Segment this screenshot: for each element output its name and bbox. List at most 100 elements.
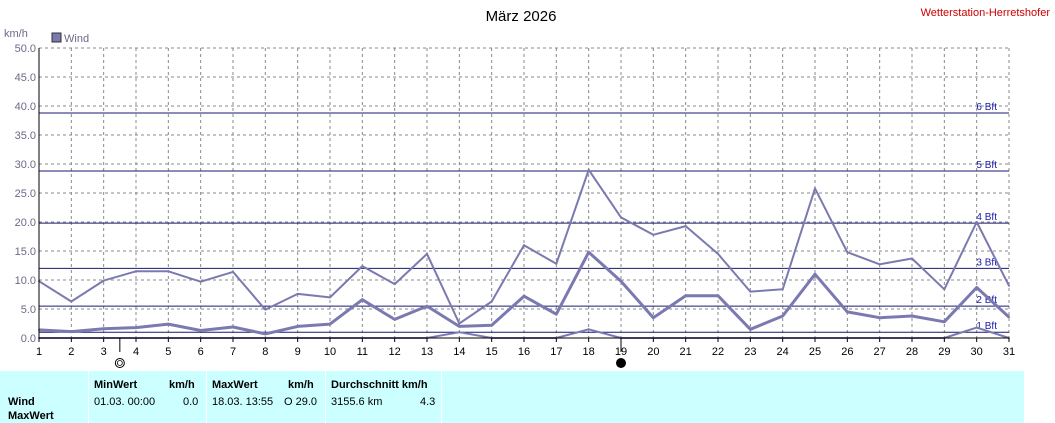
data-point (199, 280, 202, 283)
stats-divider (206, 371, 207, 423)
data-point (329, 296, 331, 299)
x-tick-label: 12 (389, 346, 401, 358)
x-tick-label: 27 (874, 346, 886, 358)
x-tick-label: 5 (165, 346, 171, 358)
data-point (296, 292, 299, 295)
data-point (232, 270, 234, 273)
chart-grid (39, 47, 1010, 338)
max-datetime: 18.03. 13:55 (212, 396, 274, 408)
y-tick-label: 5.0 (21, 304, 36, 316)
stats-row-wind: Wind (8, 396, 35, 408)
data-point (911, 314, 913, 317)
data-point (329, 323, 331, 326)
data-point (523, 244, 525, 247)
data-point (264, 308, 267, 311)
x-tick-label: 2 (68, 346, 74, 358)
data-point (717, 294, 719, 297)
new-moon-icon (616, 358, 626, 368)
data-point (167, 270, 170, 273)
wind-chart: 1 Bft 2 Bft 3 Bft 4 Bft 5 Bft 6 Bft 0.0 5.0 10.… (4, 7, 1051, 368)
x-tick-label: 7 (230, 346, 236, 358)
x-tick-label: 20 (647, 346, 659, 358)
data-point (652, 233, 655, 236)
stats-row-maxwert: MaxWert (8, 410, 54, 422)
x-tick-label: 30 (971, 346, 983, 358)
full-moon-inner-icon (116, 360, 123, 366)
y-tick-label: 45.0 (15, 72, 36, 84)
x-tick-label: 23 (744, 346, 756, 358)
data-point (555, 262, 558, 265)
y-tick-label: 25.0 (15, 188, 36, 200)
stats-divider (441, 371, 442, 423)
data-point (393, 283, 396, 286)
data-point (620, 280, 622, 283)
beaufort-label: 3 Bft (976, 257, 997, 268)
legend-label: Wind (64, 33, 89, 45)
data-point (652, 316, 655, 319)
x-tick-label: 4 (133, 346, 139, 358)
data-point (426, 252, 428, 255)
data-point (70, 330, 73, 333)
x-tick-label: 31 (1003, 346, 1015, 358)
x-tick-label: 25 (809, 346, 821, 358)
beaufort-label: 2 Bft (976, 295, 997, 306)
chart-axes: 0.0 5.0 10.0 15.0 20.0 25.0 30.0 35.0 40.0 45.0 50… (15, 43, 1015, 368)
x-tick-label: 16 (518, 346, 530, 358)
data-point (458, 322, 461, 325)
stats-panel: Wind MaxWert MinWert km/h 01.03. 00:00 0… (0, 371, 1024, 423)
data-point (846, 310, 849, 313)
data-point (264, 332, 267, 335)
beaufort-lines: 1 Bft 2 Bft 3 Bft 4 Bft 5 Bft 6 Bft (39, 102, 1009, 333)
max-unit: km/h (288, 379, 314, 391)
data-point (620, 216, 622, 219)
data-point (975, 326, 978, 329)
x-tick-label: 1 (36, 346, 42, 358)
x-tick-label: 13 (421, 346, 433, 358)
data-point (975, 221, 978, 223)
x-tick-label: 9 (295, 346, 301, 358)
x-tick-label: 11 (357, 346, 368, 358)
avg-distance: 3155.6 km (331, 396, 383, 408)
y-tick-label: 35.0 (15, 130, 36, 142)
data-point (135, 326, 137, 329)
data-point (684, 225, 687, 228)
max-header: MaxWert (212, 379, 258, 391)
data-point (523, 295, 525, 298)
x-tick-label: 24 (777, 346, 789, 358)
x-tick-label: 8 (262, 346, 268, 358)
min-datetime: 01.03. 00:00 (94, 396, 156, 408)
y-tick-label: 0.0 (21, 333, 36, 345)
x-tick-label: 22 (712, 346, 724, 358)
beaufort-label: 5 Bft (976, 160, 997, 171)
data-point (975, 286, 978, 289)
data-point (232, 325, 234, 328)
data-point (1008, 284, 1010, 287)
data-point (781, 288, 784, 291)
data-point (426, 305, 428, 308)
full-moon-icon (114, 358, 125, 368)
min-value: 0.0 (183, 396, 199, 408)
data-point (458, 325, 461, 328)
data-point (943, 288, 946, 291)
beaufort-label: 1 Bft (976, 321, 997, 332)
data-point (781, 314, 784, 317)
stats-divider (325, 371, 326, 423)
y-tick-label: 30.0 (15, 159, 36, 171)
data-point (490, 300, 493, 303)
data-point (167, 323, 170, 326)
x-tick-label: 15 (486, 346, 498, 358)
data-point (814, 273, 816, 276)
data-point (102, 327, 105, 330)
data-point (878, 316, 881, 319)
y-tick-label: 20.0 (15, 217, 36, 229)
data-point (361, 298, 364, 301)
station-name: Wetterstation-Herretshofer (921, 7, 1051, 19)
data-point (587, 328, 590, 331)
data-point (814, 187, 816, 190)
data-point (749, 328, 752, 331)
data-point (199, 329, 202, 332)
data-point (717, 252, 719, 255)
data-point (135, 270, 137, 273)
data-point (490, 324, 493, 327)
chart-title: März 2026 (486, 8, 557, 25)
